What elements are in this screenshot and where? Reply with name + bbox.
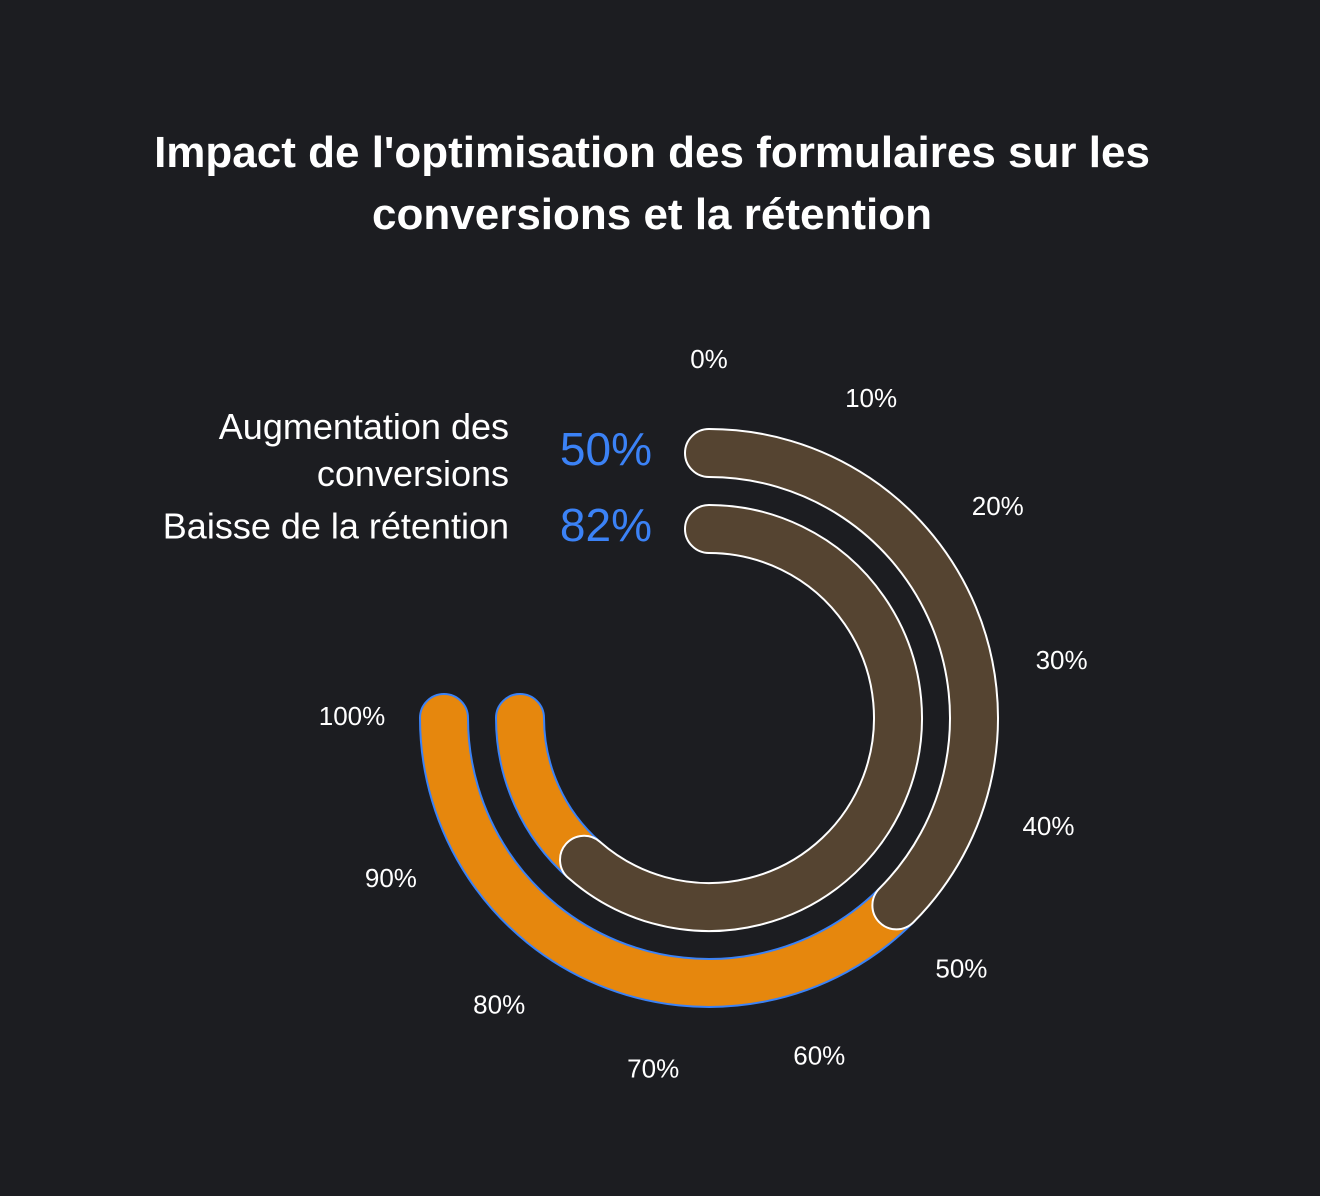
angular-axis-ticks: 0% 10% 20% 30% 40% 50% 60% 70% 80% 90% 100%: [319, 344, 1088, 1084]
tick-label-5: 50%: [935, 953, 987, 983]
tick-label-3: 30%: [1036, 645, 1088, 675]
series-1-label-line-1: Augmentation des: [219, 406, 509, 447]
series-2-value-label: 82%: [560, 499, 652, 551]
tick-label-0: 0%: [690, 344, 728, 374]
chart-title-line-1: Impact de l'optimisation des formulaires…: [154, 128, 1150, 177]
chart-title: Impact de l'optimisation des formulaires…: [0, 122, 1304, 246]
series-1-value-arc: [418, 693, 922, 1008]
tick-label-8: 80%: [473, 990, 525, 1020]
bar-tracks: [559, 427, 999, 932]
tick-label-9: 90%: [365, 863, 417, 893]
series-1-label-line-2: conversions: [317, 453, 509, 494]
tick-label-2: 20%: [972, 491, 1024, 521]
tick-label-7: 70%: [627, 1053, 679, 1083]
chart-title-line-2: conversions et la rétention: [372, 190, 932, 239]
tick-label-4: 40%: [1022, 811, 1074, 841]
tick-label-10: 100%: [319, 701, 386, 731]
series-1-track-arc: [684, 427, 999, 931]
series-2-track-arc: [559, 503, 923, 932]
series-2-label-line-1: Baisse de la rétention: [163, 506, 509, 547]
series-1-value-label: 50%: [560, 423, 652, 475]
tick-label-6: 60%: [793, 1040, 845, 1070]
tick-label-1: 10%: [845, 383, 897, 413]
series-labels: Augmentation des conversions 50% Baisse de …: [163, 406, 652, 551]
